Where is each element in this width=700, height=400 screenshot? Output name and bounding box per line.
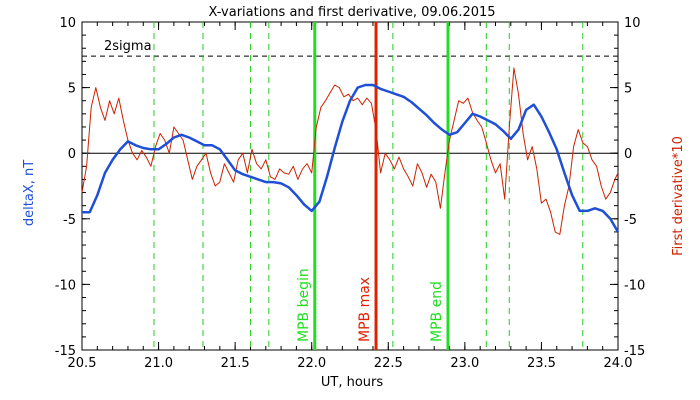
y-tick-label-right: 10 [624, 16, 641, 31]
y-tick-label-right: 0 [624, 147, 632, 162]
x-tick-label: 22.5 [374, 356, 403, 371]
sigma-label: 2sigma [104, 39, 152, 54]
x-tick-label: 23.0 [450, 356, 479, 371]
y-tick-label-right: 5 [624, 82, 632, 97]
y-tick-label-left: 0 [68, 147, 76, 162]
x-tick-label: 20.5 [68, 356, 97, 371]
x-tick-label: 21.5 [221, 356, 250, 371]
mpb-max-label: MPB max [357, 277, 373, 342]
derivative-series-line [81, 67, 619, 235]
mpb-begin-label: MPB begin [296, 268, 312, 342]
y-tick-label-left: -5 [63, 213, 76, 228]
x-tick-label: 24.0 [604, 356, 633, 371]
y-axis-label-left: deltaX, nT [22, 160, 37, 226]
plot-frame [81, 21, 619, 351]
y-tick-label-left: -10 [55, 278, 76, 293]
y-tick-label-right: -5 [624, 213, 637, 228]
chart-title: X-variations and first derivative, 09.06… [208, 5, 495, 20]
deltax-series-line [82, 83, 620, 233]
y-tick-label-right: -15 [624, 344, 645, 359]
x-axis-label: UT, hours [321, 375, 383, 390]
y-tick-label-right: -10 [624, 278, 645, 293]
x-tick-label: 21.0 [144, 356, 173, 371]
mpb-end-label: MPB end [429, 281, 445, 342]
y-tick-label-left: 10 [59, 16, 76, 31]
y-axis-label-right: First derivative*10 [671, 136, 686, 256]
x-tick-label: 22.0 [297, 356, 326, 371]
y-tick-label-left: 5 [68, 82, 76, 97]
y-tick-label-left: -15 [55, 344, 76, 359]
x-tick-label: 23.5 [527, 356, 556, 371]
plot-area: 20.5 21.0 21.5 22.0 22.5 23.0 23.5 24.0-15-10-5… [55, 16, 645, 371]
